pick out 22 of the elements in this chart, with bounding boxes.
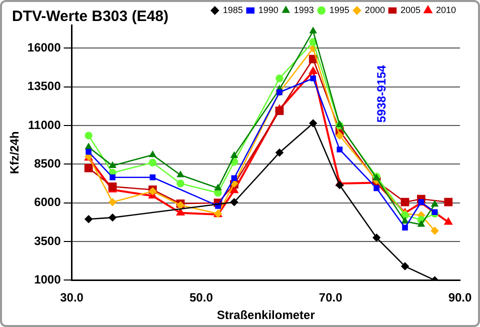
y-tick-label: 13500	[27, 79, 62, 94]
y-tick-label: 1000	[34, 272, 62, 287]
y-tick-label: 16000	[27, 40, 62, 55]
x-tick-label: 90.0	[448, 290, 472, 305]
x-tick-label: 30.0	[60, 290, 84, 305]
chart-title: DTV-Werte B303 (E48)	[12, 8, 168, 25]
legend-label: 2010	[436, 4, 456, 15]
x-tick-label: 50.0	[190, 290, 214, 305]
y-tick-label: 8500	[34, 156, 62, 171]
y-tick-label: 6000	[34, 195, 62, 210]
legend-label: 1993	[294, 4, 314, 15]
legend-label: 2005	[400, 4, 420, 15]
legend-label: 1985	[222, 4, 243, 15]
y-tick-label: 11000	[28, 118, 62, 132]
y-axis-title: Kfz/24h	[8, 131, 22, 174]
x-tick-label: 70.0	[318, 290, 343, 305]
y-tick-label: 3500	[34, 234, 62, 248]
legend-label: 2000	[364, 4, 385, 15]
x-axis-title: Straßenkilometer	[216, 308, 316, 322]
legend-label: 1990	[258, 4, 278, 15]
legend-label: 1995	[329, 4, 350, 15]
annotation: 5938-9154	[374, 64, 389, 123]
